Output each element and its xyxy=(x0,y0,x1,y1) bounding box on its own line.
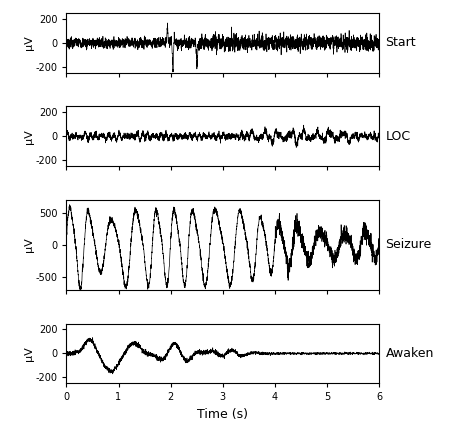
X-axis label: Time (s): Time (s) xyxy=(197,408,248,421)
Y-axis label: μV: μV xyxy=(24,238,34,252)
Text: Seizure: Seizure xyxy=(385,239,432,251)
Y-axis label: μV: μV xyxy=(24,129,34,144)
Text: Start: Start xyxy=(385,36,416,49)
Text: LOC: LOC xyxy=(385,130,410,143)
Y-axis label: μV: μV xyxy=(24,35,34,50)
Y-axis label: μV: μV xyxy=(24,346,34,361)
Text: Awaken: Awaken xyxy=(385,347,434,360)
